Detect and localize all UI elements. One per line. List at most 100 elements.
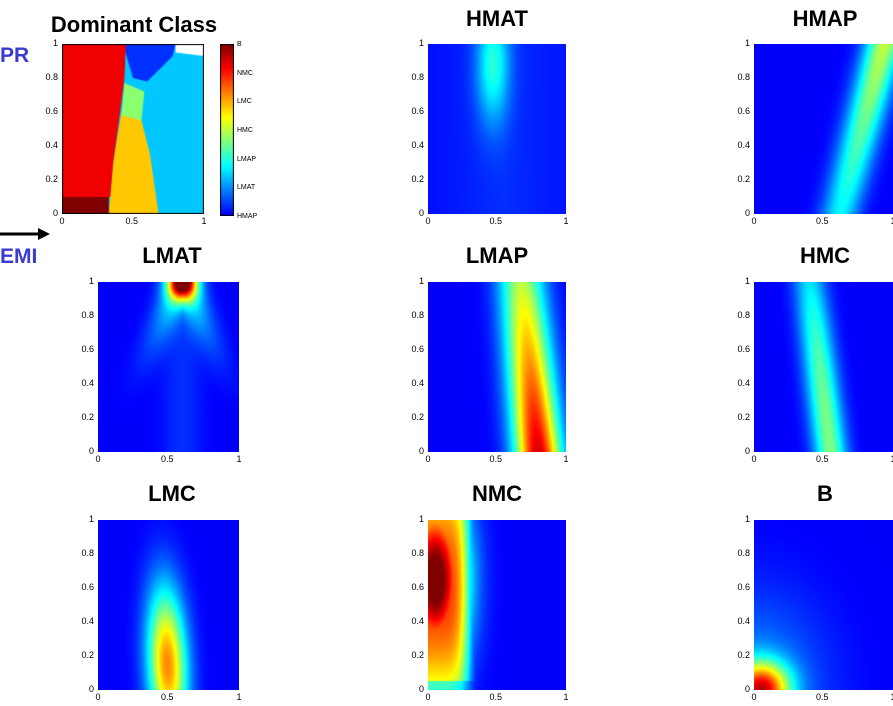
y-tick-label: 0.4: [81, 616, 94, 626]
heatmap-surface: [754, 282, 893, 452]
y-tick-label: 1: [744, 38, 750, 48]
y-tick-label: 0.8: [411, 548, 424, 558]
heatmap-surface: [428, 44, 566, 214]
chart-title-dominant-class: Dominant Class: [50, 12, 218, 37]
x-tick-label: 1: [563, 216, 569, 226]
colorbar: B NMC LMC HMC LMAP LMAT HMAP: [220, 41, 257, 220]
y-tick-label: 0.2: [45, 174, 58, 184]
y-tick-label: 1: [418, 38, 424, 48]
b-heatmap: 0 0.2 0.4 0.6 0.8 1 0 0.5 1: [737, 515, 893, 702]
y-tick-label: 0.8: [737, 72, 750, 82]
x-tick-label: 0.5: [125, 216, 139, 226]
y-tick-label: 0: [88, 446, 94, 456]
x-tick-label: 0: [751, 216, 757, 226]
y-tick-label: 0: [418, 446, 424, 456]
y-tick-label: 0.2: [737, 174, 750, 184]
y-tick-label: 1: [744, 276, 750, 286]
x-tick-label: 0: [425, 216, 431, 226]
x-tick-label: 0: [95, 454, 101, 464]
y-tick-label: 1: [88, 276, 94, 286]
y-tick-label: 0.8: [81, 310, 94, 320]
colorbar-gradient: [220, 44, 234, 216]
x-tick-label: 0: [751, 692, 757, 702]
x-tick-label: 0.5: [489, 454, 503, 464]
x-tick-label: 0: [751, 454, 757, 464]
y-tick-label: 0.2: [737, 412, 750, 422]
x-tick-label: 1: [891, 455, 893, 464]
y-tick-label: 0: [744, 446, 750, 456]
y-tick-label: 0.8: [81, 548, 94, 558]
y-tick-label: 0.4: [411, 140, 424, 150]
y-tick-label: 0.2: [737, 650, 750, 660]
y-tick-label: 0.8: [737, 310, 750, 320]
y-tick-label: 0.4: [45, 140, 58, 150]
x-variable-label: EMI: [0, 245, 38, 268]
y-tick-label: 1: [52, 38, 58, 48]
chart-title-lmap: LMAP: [465, 243, 529, 268]
x-direction-arrow-icon: [0, 228, 50, 240]
nmc-heatmap: 0 0.2 0.4 0.6 0.8 1 0 0.5 1: [411, 515, 568, 702]
y-tick-label: 1: [418, 276, 424, 286]
x-tick-label: 0.5: [161, 454, 174, 464]
y-tick-label: 0.4: [737, 616, 750, 626]
x-tick-label: 0.5: [816, 216, 829, 226]
chart-title-nmc: NMC: [471, 481, 523, 506]
chart-title-b: B: [817, 481, 833, 506]
x-tick-label: 1: [563, 692, 569, 702]
y-tick-label: 0.2: [411, 412, 424, 422]
x-tick-label: 0.5: [161, 692, 174, 702]
x-tick-label: 0.5: [489, 692, 503, 702]
chart-title-lmc: LMC: [148, 481, 196, 506]
y-tick-label: 0: [418, 684, 424, 694]
chart-title-hmap: HMAP: [792, 6, 858, 31]
y-tick-label: 0.8: [737, 548, 750, 558]
x-tick-label: 1: [563, 454, 569, 464]
colorbar-label: LMC: [237, 98, 252, 106]
dominant-class-map: [62, 44, 204, 214]
y-tick-label: 0: [744, 684, 750, 694]
hmat-heatmap: 0 0.2 0.4 0.6 0.8 1 0 0.5 1: [411, 39, 568, 226]
y-tick-label: 0.6: [81, 344, 94, 354]
y-tick-label: 0.6: [411, 582, 424, 592]
heatmap-surface: [98, 520, 239, 690]
y-tick-label: 0.4: [411, 378, 424, 388]
y-tick-label: 1: [88, 514, 94, 524]
y-tick-label: 0.4: [411, 616, 424, 626]
x-tick-label: 0: [95, 692, 101, 702]
y-tick-label: 0.6: [737, 582, 750, 592]
y-tick-label: 0.2: [81, 412, 94, 422]
y-tick-label: 0.2: [81, 650, 94, 660]
x-tick-label: 0.5: [816, 692, 829, 702]
colorbar-label: HMAP: [237, 213, 258, 220]
x-tick-label: 1: [891, 693, 893, 702]
x-tick-label: 1: [236, 692, 242, 702]
x-tick-label: 1: [236, 454, 242, 464]
y-tick-label: 0.4: [737, 378, 750, 388]
x-tick-label: 0.5: [816, 454, 829, 464]
chart-title-hmat: HMAT: [466, 6, 528, 31]
y-tick-label: 0.6: [81, 582, 94, 592]
lmap-heatmap: 0 0.2 0.4 0.6 0.8 1 0 0.5 1: [411, 277, 568, 464]
x-tick-label: 0: [425, 692, 431, 702]
colorbar-label: B: [237, 41, 242, 48]
y-tick-label: 0.4: [737, 140, 750, 150]
y-tick-label: 0: [744, 208, 750, 218]
heatmap-surface: [754, 520, 893, 690]
y-tick-label: 0: [88, 684, 94, 694]
heatmap-surface: [98, 282, 239, 452]
y-tick-label: 0.4: [81, 378, 94, 388]
y-variable-label: PR: [0, 44, 30, 67]
chart-title-hmc: HMC: [799, 243, 851, 268]
y-tick-label: 0: [418, 208, 424, 218]
colorbar-label: LMAT: [237, 184, 256, 192]
lmat-heatmap: 0 0.2 0.4 0.6 0.8 1 0 0.5 1: [81, 277, 241, 464]
colorbar-label: HMC: [237, 127, 253, 134]
y-tick-label: 0.8: [411, 72, 424, 82]
heatmap-surface: [428, 282, 566, 452]
x-tick-label: 1: [201, 216, 207, 226]
x-tick-label: 0: [425, 454, 431, 464]
y-tick-label: 0.2: [411, 174, 424, 184]
colorbar-label: NMC: [237, 69, 253, 77]
y-tick-label: 0.6: [411, 344, 424, 354]
y-tick-label: 1: [418, 514, 424, 524]
